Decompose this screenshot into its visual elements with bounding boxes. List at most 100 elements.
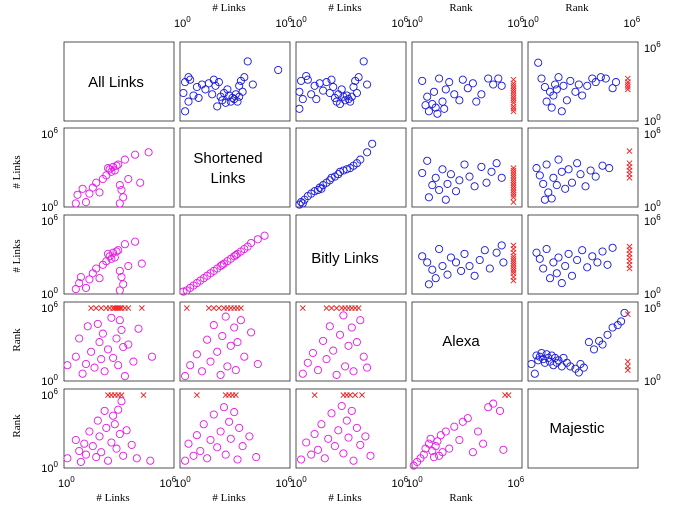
data-point: [110, 253, 119, 262]
panel-frame-r1-c1: [179, 127, 291, 208]
panel-r2-c4: [532, 243, 633, 288]
panel-frame-r3-c4: [527, 301, 639, 382]
data-point: [603, 330, 612, 339]
data-point: [295, 104, 304, 113]
data-point: [240, 73, 249, 82]
bottom-axis-title-col3: # Links: [328, 492, 361, 504]
data-point: [196, 446, 205, 456]
data-marks: [63, 57, 633, 470]
data-point: [75, 279, 84, 288]
data-point: [327, 409, 336, 418]
bottom-tick-high-c1: 106: [276, 475, 293, 490]
data-point: [81, 359, 91, 369]
data-point: [310, 81, 319, 90]
data-point: [620, 308, 629, 317]
data-point-cross: [93, 305, 100, 312]
data-point: [192, 82, 201, 92]
data-point: [120, 240, 129, 249]
right-tick-low-r1: 100: [644, 199, 661, 214]
data-point: [366, 451, 375, 460]
diag-label-all-links: All Links: [88, 74, 144, 91]
data-point: [76, 272, 85, 282]
data-point-cross: [626, 148, 633, 155]
top-axis-title-col2: # Links: [212, 2, 245, 14]
data-point: [554, 253, 563, 262]
data-point: [85, 275, 94, 284]
data-point: [119, 342, 128, 352]
panel-r4-c3: [409, 392, 512, 470]
data-point: [115, 429, 124, 439]
top-tick-low-c3: 100: [406, 15, 423, 30]
data-point: [455, 435, 464, 445]
data-point: [335, 167, 345, 176]
panel-frame-r1-c4: [527, 127, 639, 208]
data-point: [347, 406, 356, 415]
data-point-cross: [510, 194, 517, 201]
data-point-cross: [510, 105, 517, 112]
data-point: [349, 82, 358, 92]
data-point: [297, 455, 306, 464]
data-point: [583, 81, 592, 90]
data-point: [465, 261, 474, 271]
data-point: [112, 334, 121, 343]
data-point: [302, 71, 311, 81]
data-point: [329, 346, 338, 355]
top-axis-title-col5: Rank: [565, 2, 589, 14]
data-point: [137, 259, 146, 268]
data-point: [608, 84, 617, 93]
data-point-cross: [624, 311, 631, 318]
data-point: [307, 450, 316, 459]
data-point-cross: [510, 199, 517, 206]
data-point: [71, 352, 80, 361]
data-point: [97, 355, 106, 364]
data-point: [557, 279, 566, 288]
data-point: [88, 442, 97, 451]
left-axis-title-row4: Rank: [11, 328, 23, 352]
data-point: [235, 423, 244, 432]
data-point: [181, 372, 190, 381]
data-point: [470, 271, 479, 280]
data-point: [532, 164, 541, 173]
data-point: [127, 440, 136, 449]
data-point: [593, 258, 602, 267]
data-point: [482, 178, 491, 187]
data-point: [451, 258, 461, 267]
right-tick-high-r0: 106: [644, 40, 661, 55]
data-point: [218, 331, 227, 341]
data-point: [223, 85, 232, 94]
data-point-cross: [118, 392, 125, 399]
data-point: [552, 269, 561, 278]
data-point: [495, 406, 505, 415]
data-point: [132, 454, 141, 463]
data-point: [567, 271, 577, 280]
data-point: [85, 189, 94, 198]
top-tick-high-c4: 106: [624, 15, 641, 30]
data-point-cross: [333, 305, 340, 312]
data-point-cross: [510, 82, 517, 89]
data-point: [97, 448, 106, 457]
panel-frame-r2-c1: [179, 214, 291, 295]
data-point-cross: [210, 305, 217, 312]
data-point-cross: [624, 81, 631, 88]
data-point: [346, 97, 355, 106]
data-point: [468, 448, 477, 457]
data-point: [322, 78, 331, 87]
data-point: [247, 328, 256, 337]
data-point: [221, 312, 230, 321]
data-point: [80, 439, 89, 448]
panel-frame-r0-c2: [295, 41, 407, 122]
data-point-cross: [328, 305, 335, 312]
data-point: [438, 448, 447, 457]
top-axis-title-col4: Rank: [449, 2, 473, 14]
data-point: [435, 74, 444, 83]
data-point: [596, 73, 605, 82]
data-point: [115, 199, 124, 208]
data-point: [146, 456, 155, 465]
data-point: [431, 103, 440, 112]
data-point: [418, 76, 427, 85]
data-point: [342, 165, 351, 174]
panel-frame-r0-c1: [179, 41, 291, 122]
data-point: [455, 96, 464, 105]
axis-titles: # Links # Links Rank Rank # Links # Link…: [11, 2, 589, 504]
